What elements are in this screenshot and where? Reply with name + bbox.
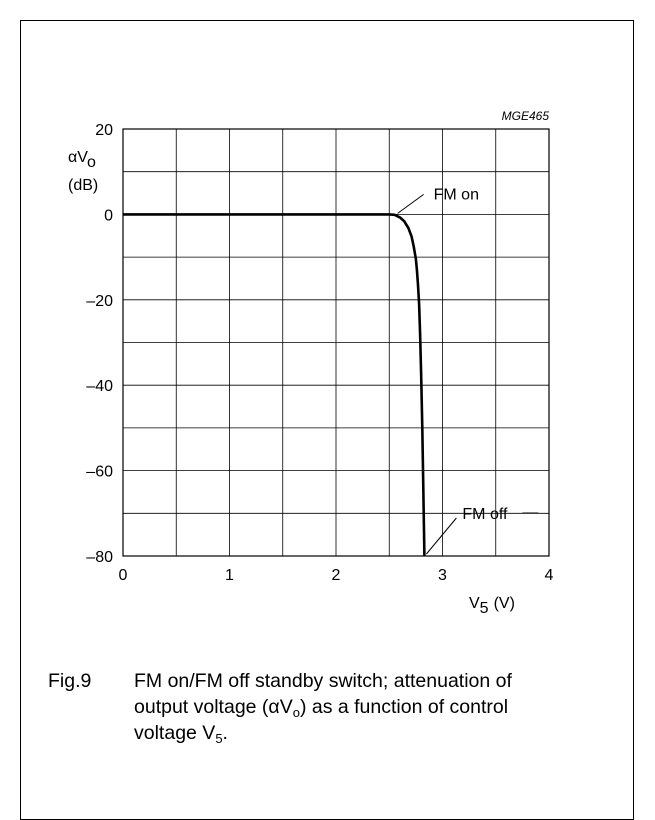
y-tick-label: –40 (86, 378, 113, 395)
y-tick-labels: 20 0 –20 –40 –60 –80 (86, 122, 113, 566)
y-tick-label: 20 (95, 122, 113, 139)
fm-off-leader-line (426, 517, 457, 555)
y-tick-label: –80 (86, 549, 113, 566)
y-tick-label: –20 (86, 293, 113, 310)
y-tick-label: 0 (104, 207, 113, 224)
fm-on-label: FM on (434, 186, 479, 203)
y-tick-label: –60 (86, 464, 113, 481)
attenuation-curve (123, 213, 426, 557)
x-axis-label: V5 (V) (469, 595, 515, 617)
figure-number: Fig.9 (48, 670, 92, 692)
chart-code-label: MGE465 (502, 109, 550, 123)
caption-text: FM on/FM off standby switch; attenuation… (134, 670, 512, 746)
x-tick-labels: 0 1 2 3 4 (119, 567, 554, 584)
x-tick-label: 1 (225, 567, 234, 584)
fm-off-label: FM off (462, 506, 508, 523)
x-tick-label: 4 (545, 567, 554, 584)
y-axis-unit: (dB) (68, 177, 98, 194)
x-tick-label: 0 (119, 567, 128, 584)
chart-grid (122, 128, 550, 557)
y-axis-label: αVo (68, 149, 96, 171)
plot-area-border (122, 128, 550, 557)
x-tick-label: 2 (332, 567, 341, 584)
fm-on-leader-line (397, 193, 424, 214)
x-tick-label: 3 (438, 567, 447, 584)
